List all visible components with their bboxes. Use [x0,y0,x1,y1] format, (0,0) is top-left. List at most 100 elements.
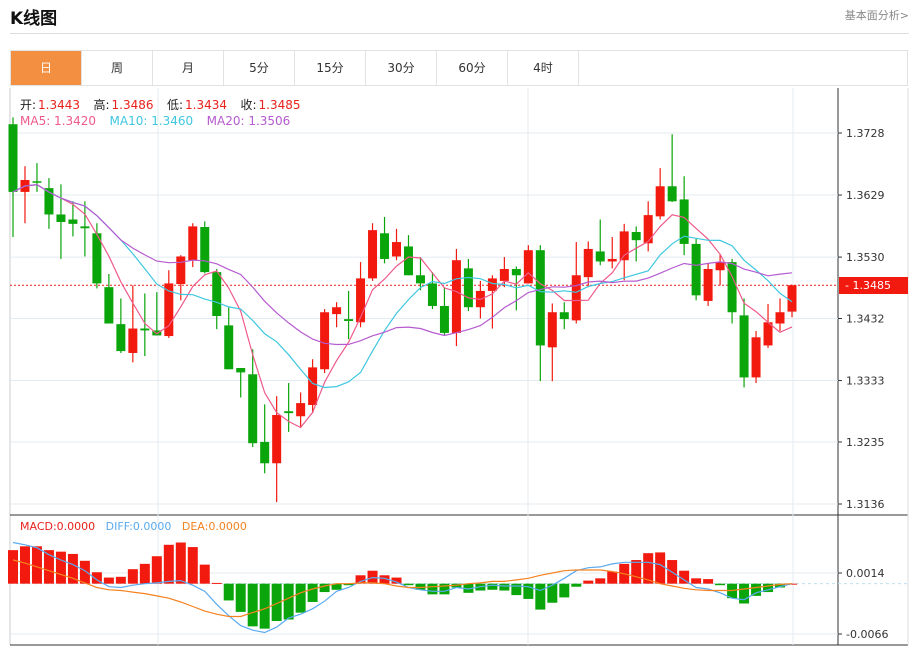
macd-bar [715,583,726,586]
price-tick-label: 1.3432 [846,313,885,326]
macd-bar [151,556,162,584]
macd-bar [631,560,642,584]
last-price-value: 1.3485 [852,279,891,292]
macd-bar [43,550,54,584]
candle-down [44,188,54,215]
candle-up [523,250,533,284]
macd-bar [247,583,258,627]
price-tick-label: 1.3333 [846,375,885,388]
candle-down [667,186,677,202]
open-value: 1.3443 [38,98,81,112]
low-label: 低: [167,98,184,112]
macd-bar [775,583,786,588]
candle-down [8,124,18,192]
candle-up [451,260,461,333]
candle-up [332,307,342,315]
macd-bar [19,546,30,584]
macd-bar [259,583,270,629]
candle-down [463,268,473,308]
dea-line [12,559,793,618]
candle-down [739,315,749,378]
candle-down [236,368,246,373]
candle-down [200,227,210,273]
ma10-line [12,183,793,389]
candle-down [248,374,258,444]
candle-down [56,214,66,222]
macd-bar [175,542,186,584]
tab-15min[interactable]: 15分 [295,51,366,85]
fundamental-analysis-link[interactable]: 基本面分析> [844,9,909,22]
candle-down [32,181,42,183]
dea-value: DEA:0.0000 [181,520,247,533]
candle-up [128,328,138,353]
price-tick-label: 1.3235 [846,436,885,449]
candle-up [583,248,593,278]
candle-up [368,230,378,279]
tab-week[interactable]: 周 [82,51,153,85]
candle-down [140,328,150,331]
last-price-tag: - 1.3485 [839,277,908,294]
macd-bar [163,544,174,584]
candle-up [392,242,402,257]
macd-bar [739,583,750,604]
macd-readout: MACD:0.0000 DIFF:0.0000 DEA:0.0000 [20,520,247,533]
macd-bar [703,579,714,584]
tab-5min[interactable]: 5分 [224,51,295,85]
macd-value: MACD:0.0000 [20,520,96,533]
ma-readout: MA5: 1.3420 MA10: 1.3460 MA20: 1.3506 [20,114,292,128]
candle-up [188,226,198,261]
macd-bar [139,563,150,584]
price-tick-label: 1.3136 [846,498,885,511]
macd-bar [415,583,426,590]
candle-up [715,262,725,271]
macd-bar [67,553,78,584]
ma10-value: MA10: 1.3460 [109,114,194,128]
ohlc-readout: 开: 1.3443 高: 1.3486 低: 1.3434 收: 1.3485 [20,96,303,113]
macd-bar [547,583,558,603]
macd-bar [283,583,294,620]
macd-bar [31,546,42,584]
candle-up [547,312,557,348]
macd-bar [199,564,210,584]
macd-bar [115,576,126,584]
candle-down [80,226,90,229]
macd-bar [499,583,510,591]
macd-bar [211,582,222,584]
macd-bar [691,578,702,584]
macd-bar [331,583,342,590]
high-label: 高: [93,98,110,112]
open-label: 开: [20,98,37,112]
tab-60min[interactable]: 60分 [437,51,508,85]
candle-down [224,325,234,370]
macd-bar [295,583,306,613]
macd-bar [403,583,414,586]
tab-day[interactable]: 日 [11,51,82,85]
candle-down [68,219,78,224]
candle-up [643,215,653,244]
candle-down [104,287,114,324]
price-tick-label: 1.3530 [846,251,885,264]
macd-bar [535,583,546,610]
price-tick-label: 1.3629 [846,189,885,202]
candle-up [703,268,713,301]
tab-30min[interactable]: 30分 [366,51,437,85]
macd-bar [127,569,138,584]
candle-up [164,283,174,337]
candle-up [308,367,318,405]
macd-tick-label: 0.0014 [846,567,885,580]
ma5-value: MA5: 1.3420 [20,114,97,128]
candle-down [727,262,737,313]
tab-month[interactable]: 月 [153,51,224,85]
candle-down [92,233,102,284]
macd-bar [595,578,606,584]
ma20-value: MA20: 1.3506 [206,114,291,128]
candle-down [511,268,521,276]
candle-down [559,312,569,320]
tab-4hour[interactable]: 4时 [508,51,579,85]
candle-up [320,312,330,370]
macd-bar [343,583,354,586]
candle-down [415,275,425,284]
candle-down [152,330,162,336]
macd-bar [187,547,198,584]
